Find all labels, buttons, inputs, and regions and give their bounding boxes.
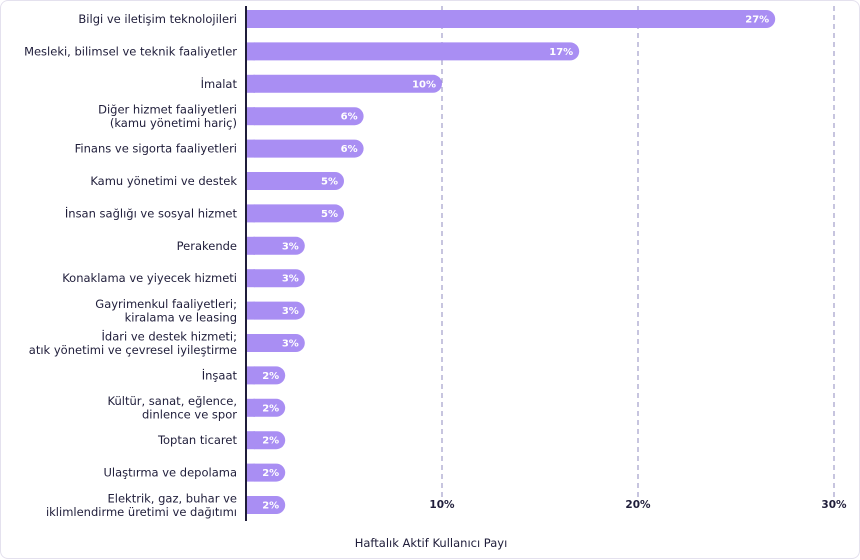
bar	[246, 463, 286, 482]
bar-base	[246, 139, 255, 158]
bar-base	[246, 107, 255, 126]
bar	[246, 172, 344, 190]
bar-value-label: 2%	[262, 468, 279, 479]
category-label: İdari ve destek hizmeti; atık yönetimi ve…	[29, 328, 237, 357]
bar-base	[246, 463, 255, 482]
category-label: Bilgi ve iletişim teknolojileri	[78, 12, 237, 26]
bar	[246, 431, 286, 450]
bar-value-label: 3%	[282, 306, 299, 317]
bar-value-label: 17%	[549, 47, 573, 58]
category-labels: Bilgi ve iletişim teknolojileri Mesleki, …	[24, 12, 237, 519]
bar-value-label: 2%	[262, 403, 279, 414]
bar-value-label: 6%	[341, 144, 358, 155]
bar	[246, 269, 305, 288]
bar-value-label: 5%	[321, 209, 338, 220]
category-label: Diğer hizmet faaliyetleri (kamu yönetimi …	[98, 102, 237, 130]
bar-value-label: 3%	[282, 241, 299, 252]
bar-base	[246, 42, 255, 61]
bar-value-label: 10%	[412, 79, 436, 90]
category-label: İnsan sağlığı ve sosyal hizmet	[65, 205, 238, 220]
category-label: Kültür, sanat, eğlence, dinlence ve spor	[108, 394, 238, 422]
category-label: Konaklama ve yiyecek hizmeti	[62, 271, 237, 285]
bar-base	[246, 204, 255, 223]
x-axis-title: Haftalık Aktif Kullanıcı Payı	[355, 536, 508, 550]
bar	[246, 366, 286, 385]
bar-base	[246, 334, 255, 352]
bar	[246, 107, 364, 126]
bar-base	[246, 398, 255, 417]
bar-value-label: 3%	[282, 339, 299, 350]
bar	[246, 496, 286, 514]
bar-value-label: 3%	[282, 274, 299, 285]
bar-value-label: 2%	[262, 436, 279, 447]
bar-base	[246, 236, 255, 255]
bar-value-label: 2%	[262, 501, 279, 512]
x-tick-label: 10%	[429, 499, 455, 511]
category-label: İnşaat	[202, 367, 238, 382]
bar	[246, 334, 305, 352]
bar-base	[246, 496, 255, 514]
bar	[246, 236, 305, 255]
category-label: Ulaştırma ve depolama	[103, 466, 237, 480]
bar-base	[246, 431, 255, 450]
bar-value-label: 5%	[321, 177, 338, 188]
bar-value-label: 27%	[745, 15, 769, 26]
bar-base	[246, 172, 255, 190]
bar	[246, 74, 442, 93]
bar-base	[246, 269, 255, 288]
x-tick-label: 20%	[625, 499, 651, 511]
bar-value-label: 2%	[262, 371, 279, 382]
category-label: Finans ve sigorta faaliyetleri	[75, 142, 237, 156]
category-label: Toptan ticaret	[157, 433, 238, 447]
bars: 27% 17% 10% 6% 6% 5% 5% 3% 3% 3% 3% 2% 2% 2% 2% 2%	[246, 10, 776, 514]
category-label: İmalat	[201, 76, 238, 91]
category-label: Perakende	[177, 239, 237, 253]
x-tick-label: 30%	[821, 499, 847, 511]
bar	[246, 398, 286, 417]
bar-base	[246, 74, 255, 93]
bar	[246, 10, 776, 28]
category-label: Mesleki, bilimsel ve teknik faaliyetler	[24, 44, 237, 58]
category-label: Kamu yönetimi ve destek	[90, 174, 237, 188]
bar-value-label: 6%	[341, 112, 358, 123]
bar	[246, 139, 364, 158]
bar	[246, 42, 580, 61]
gridlines	[441, 6, 835, 506]
category-label: Elektrik, gaz, buhar ve iklimlendirme üre…	[46, 491, 237, 519]
bar-base	[246, 10, 255, 28]
bar	[246, 204, 344, 223]
bar-base	[246, 301, 255, 320]
bar-base	[246, 366, 255, 385]
x-tick-labels: 10% 20% 30%	[429, 499, 847, 511]
category-label: Gayrimenkul faaliyetleri; kiralama ve lea…	[95, 297, 237, 325]
bar	[246, 301, 305, 320]
